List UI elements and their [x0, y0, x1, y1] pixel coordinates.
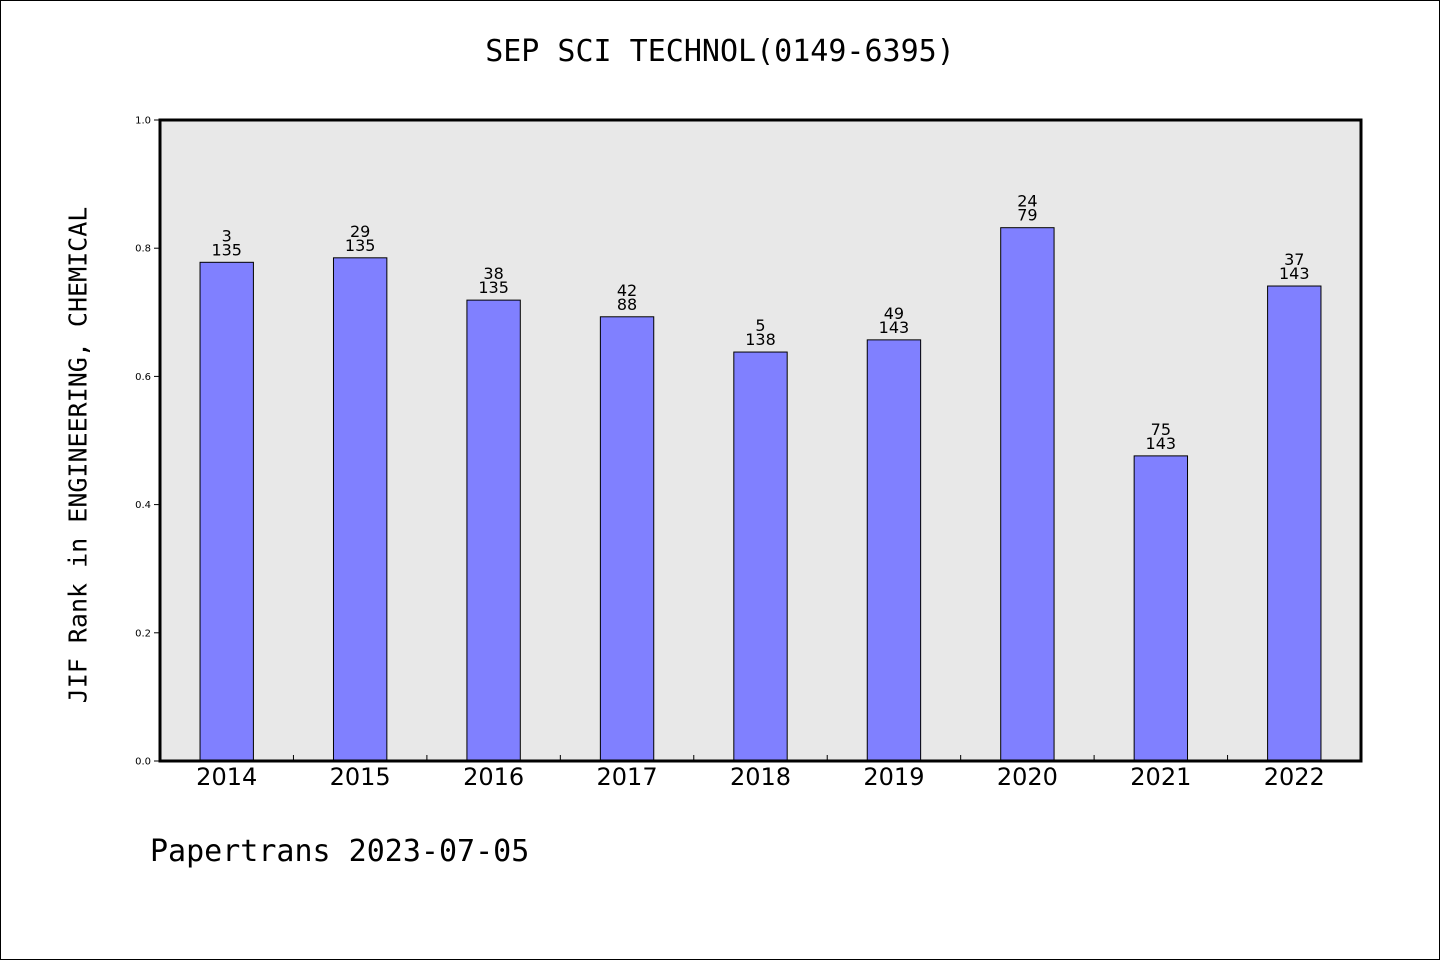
bar-2020 [1000, 227, 1055, 762]
data-label-total: 135 [345, 236, 376, 255]
chart-title: SEP SCI TECHNOL(0149-6395) [485, 34, 955, 69]
data-label-total: 79 [1017, 206, 1037, 225]
x-tick-label: 2021 [1130, 763, 1191, 791]
y-axis-ticks: 0.0 0.2 0.4 0.6 0.8 1.0 [135, 116, 160, 768]
bar-2015 [332, 257, 388, 762]
data-label-rank: 42 [617, 281, 637, 300]
data-label-rank: 37 [1284, 250, 1304, 269]
data-label-total: 138 [745, 330, 776, 349]
x-tick-label: 2018 [730, 763, 791, 791]
data-label-total: 143 [1146, 434, 1177, 453]
x-axis-tick-labels: 2014 2015 2016 2017 2018 2019 2020 2021 2022 [196, 763, 1325, 791]
bar-2021 [1133, 455, 1189, 762]
y-tick-label: 0.4 [135, 500, 151, 511]
y-tick-label: 0.8 [135, 244, 151, 255]
y-tick-label: 0.2 [135, 628, 151, 639]
data-label-total: 143 [879, 318, 910, 337]
data-label-rank: 5 [755, 316, 765, 335]
x-tick-label: 2014 [196, 763, 257, 791]
bar-2018 [733, 351, 788, 762]
plot-border [158, 118, 1363, 763]
bar-2019 [866, 339, 922, 762]
data-label-rank: 38 [483, 264, 503, 283]
data-label-total: 135 [478, 278, 509, 297]
data-label-rank: 75 [1151, 420, 1171, 439]
data-label-total: 135 [211, 240, 242, 259]
bar-2022 [1267, 285, 1322, 762]
bar-2017 [599, 316, 655, 762]
footer-text: Papertrans 2023-07-05 [150, 834, 530, 869]
data-label-total: 88 [617, 295, 637, 314]
data-label-rank: 24 [1017, 192, 1037, 211]
x-tick-label: 2020 [997, 763, 1058, 791]
x-tick-label: 2016 [463, 763, 524, 791]
data-label-rank: 49 [884, 304, 904, 323]
y-tick-label: 0.6 [135, 372, 151, 383]
bar-2014 [199, 261, 254, 762]
bar-2016 [466, 299, 521, 762]
x-tick-label: 2019 [863, 763, 924, 791]
data-label-total: 143 [1279, 264, 1310, 283]
x-tick-label: 2015 [330, 763, 391, 791]
data-label-rank: 29 [350, 222, 370, 241]
x-tick-label: 2022 [1264, 763, 1325, 791]
bars [199, 227, 1322, 762]
data-label-rank: 3 [222, 226, 232, 245]
y-tick-label: 1.0 [135, 116, 151, 127]
x-tick-label: 2017 [597, 763, 658, 791]
y-tick-label: 0.0 [135, 757, 151, 768]
